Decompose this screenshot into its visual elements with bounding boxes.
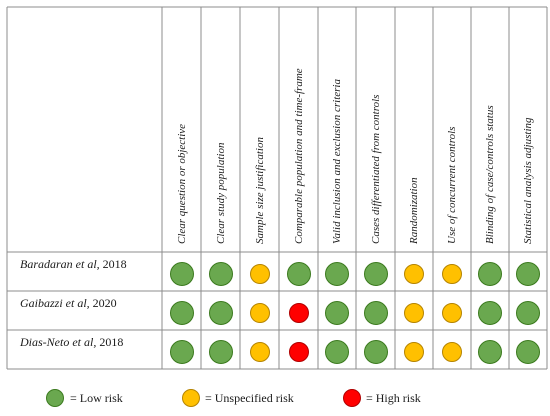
rating-dot-low (516, 300, 540, 325)
rating-dot-low (208, 300, 233, 325)
criterion-header: Comparable population and time-frame (292, 68, 305, 244)
rating-dot-low (363, 261, 388, 286)
criterion-header: Valid inclusion and exclusion criteria (331, 79, 343, 244)
rating-dot-low (478, 261, 502, 286)
rating-dot-unspecified (404, 341, 424, 362)
study-name: Baradaran et al, (20, 257, 100, 271)
rating-dot-high (288, 341, 309, 362)
legend-unspecified-risk-dot (182, 389, 200, 407)
rating-dot-low (478, 339, 502, 364)
criterion-header: Randomization (408, 177, 420, 244)
rating-dot-low (169, 339, 194, 364)
rating-dot-unspecified (249, 341, 270, 362)
rating-dot-low (478, 300, 502, 325)
legend-high-risk-label: = High risk (366, 391, 421, 405)
criterion-header: Cases differentiated from controls (369, 94, 382, 244)
rating-dot-low (325, 300, 349, 325)
study-label: Baradaran et al, 2018 (20, 257, 127, 271)
study-label: Dias-Neto et al, 2018 (20, 335, 123, 349)
rating-dot-low (363, 300, 388, 325)
criterion-header: Sample size justification (253, 137, 266, 244)
legend-unspecified-risk-label: = Unspecified risk (205, 391, 294, 405)
study-year: 2018 (102, 257, 127, 271)
rating-dot-high (288, 302, 309, 323)
rating-dot-low (286, 261, 311, 286)
rating-dot-low (516, 261, 540, 286)
legend-high-risk-dot (343, 389, 361, 407)
study-year: 2020 (92, 296, 117, 310)
criterion-header: Clear question or objective (175, 123, 188, 244)
study-name: Dias-Neto et al, (20, 335, 97, 349)
rating-dot-low (325, 339, 349, 364)
criterion-header: Blinding of case/controls status (484, 105, 496, 244)
rating-dot-low (516, 339, 540, 364)
rating-dot-low (208, 261, 233, 286)
rating-dot-unspecified (249, 263, 270, 284)
rating-dot-low (325, 261, 349, 286)
rating-dot-unspecified (442, 341, 462, 362)
rating-dot-low (169, 300, 194, 325)
study-name: Gaibazzi et al, (20, 296, 90, 310)
rating-dot-unspecified (249, 302, 270, 323)
rating-dot-unspecified (404, 302, 424, 323)
criterion-header: Use of concurrent controls (446, 126, 458, 244)
study-label: Gaibazzi et al, 2020 (20, 296, 117, 310)
legend-low-risk-dot (46, 389, 64, 407)
criterion-header: Clear study population (214, 142, 227, 244)
criterion-header: Statistical analysis adjusting (522, 117, 534, 244)
rating-dot-low (169, 261, 194, 286)
rating-dot-unspecified (442, 263, 462, 284)
rating-dot-unspecified (404, 263, 424, 284)
rating-dot-low (208, 339, 233, 364)
rating-dot-unspecified (442, 302, 462, 323)
legend-low-risk-label: = Low risk (70, 391, 123, 405)
study-year: 2018 (99, 335, 124, 349)
rating-dot-low (363, 339, 388, 364)
